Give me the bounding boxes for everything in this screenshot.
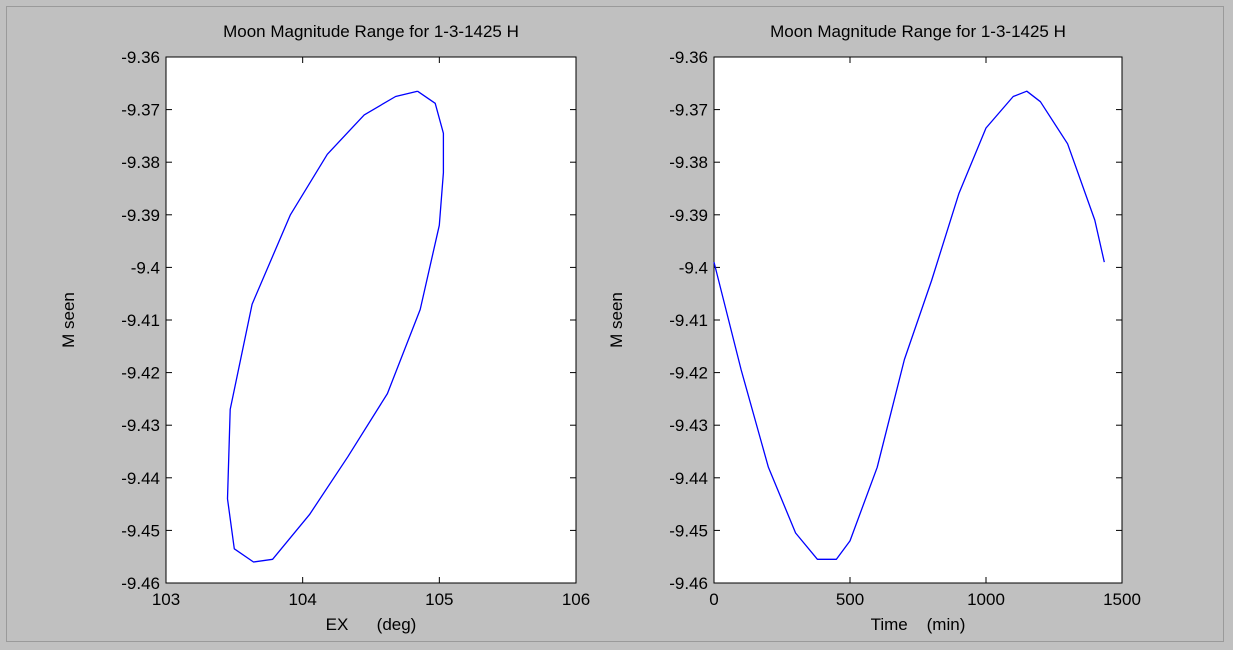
y-tick-label: -9.37 <box>669 101 708 120</box>
y-tick-label: -9.46 <box>669 574 708 593</box>
y-tick-label: -9.37 <box>121 101 160 120</box>
y-tick-label: -9.36 <box>121 48 160 67</box>
x-tick-label: 104 <box>288 590 316 609</box>
y-tick-label: -9.43 <box>121 416 160 435</box>
left-plot: Moon Magnitude Range for 1-3-1425 H -9.36… <box>59 22 590 634</box>
y-tick-label: -9.45 <box>669 521 708 540</box>
x-tick-label: 106 <box>562 590 590 609</box>
x-tick-label: 105 <box>425 590 453 609</box>
chart-title: Moon Magnitude Range for 1-3-1425 H <box>770 22 1066 41</box>
y-tick-label: -9.45 <box>121 521 160 540</box>
y-axis-label: M seen <box>607 292 626 348</box>
y-tick-label: -9.4 <box>679 258 708 277</box>
y-tick-label: -9.44 <box>121 469 160 488</box>
series-line-0 <box>713 90 1105 560</box>
y-axis-label: M seen <box>59 292 78 348</box>
y-tick-label: -9.41 <box>121 311 160 330</box>
y-tick-label: -9.46 <box>121 574 160 593</box>
chart-title: Moon Magnitude Range for 1-3-1425 H <box>223 22 519 41</box>
y-tick-label: -9.39 <box>121 206 160 225</box>
x-axis-label: Time (min) <box>871 615 966 634</box>
y-tick-label: -9.4 <box>131 258 160 277</box>
y-tick-label: -9.36 <box>669 48 708 67</box>
x-tick-label: 0 <box>709 590 718 609</box>
y-tick-label: -9.41 <box>669 311 708 330</box>
y-tick-label: -9.38 <box>121 153 160 172</box>
x-tick-label: 1000 <box>967 590 1005 609</box>
x-axis-label: EX (deg) <box>326 615 417 634</box>
y-tick-label: -9.43 <box>669 416 708 435</box>
y-tick-label: -9.38 <box>669 153 708 172</box>
x-tick-label: 103 <box>152 590 180 609</box>
right-plot: Moon Magnitude Range for 1-3-1425 H -9.36… <box>607 22 1141 634</box>
y-tick-label: -9.39 <box>669 206 708 225</box>
y-tick-label: -9.42 <box>121 364 160 383</box>
y-tick-label: -9.42 <box>669 364 708 383</box>
x-tick-label: 500 <box>836 590 864 609</box>
series-line-0 <box>226 90 445 563</box>
x-tick-label: 1500 <box>1103 590 1141 609</box>
y-tick-label: -9.44 <box>669 469 708 488</box>
axes-box <box>165 56 577 584</box>
